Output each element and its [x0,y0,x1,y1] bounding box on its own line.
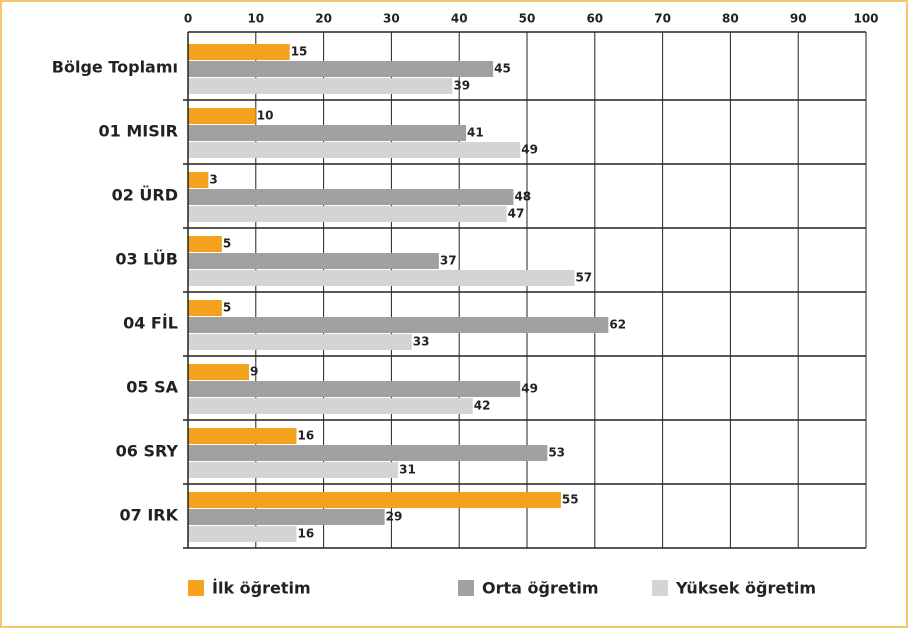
x-tick-label: 80 [722,12,739,26]
bar [188,300,222,316]
category-label: Bölge Toplamı [52,58,178,77]
value-label: 49 [521,382,538,396]
value-label: 10 [257,109,274,123]
bar [188,108,256,124]
value-label: 39 [453,79,470,93]
bar [188,428,297,444]
x-tick-label: 100 [853,12,878,26]
bar [188,398,473,414]
legend-label: İlk öğretim [212,579,311,598]
bar [188,364,250,380]
category-label: 04 FİL [123,314,178,333]
x-tick-label: 90 [790,12,807,26]
bar [188,44,290,60]
value-label: 47 [508,207,525,221]
bar [188,253,439,269]
category-label: 03 LÜB [115,250,178,269]
bar [188,317,609,333]
value-label: 57 [575,271,592,285]
value-label: 41 [467,126,484,140]
bar [188,78,453,94]
category-label: 07 IRK [119,506,178,525]
bar [188,61,494,77]
value-label: 16 [297,527,314,541]
value-label: 45 [494,62,511,76]
value-label: 62 [609,318,626,332]
value-label: 55 [562,493,579,507]
bar [188,142,521,158]
x-tick-label: 20 [315,12,332,26]
value-label: 15 [291,45,308,59]
category-label: 05 SA [126,378,178,397]
legend-swatch [458,580,474,596]
bar [188,526,297,542]
bar [188,462,399,478]
value-label: 33 [413,335,430,349]
value-label: 31 [399,463,416,477]
x-tick-label: 40 [451,12,468,26]
value-label: 16 [297,429,314,443]
legend-label: Orta öğretim [482,579,599,598]
value-label: 5 [223,237,231,251]
value-label: 3 [209,173,217,187]
bar [188,445,548,461]
bar [188,125,466,141]
bar [188,492,561,508]
bar [188,206,507,222]
bar [188,509,385,525]
value-label: 5 [223,301,231,315]
value-label: 29 [386,510,403,524]
value-label: 48 [514,190,531,204]
x-tick-label: 70 [654,12,671,26]
x-tick-label: 10 [247,12,264,26]
category-label: 01 MISIR [98,122,178,141]
bar [188,172,209,188]
legend-swatch [188,580,204,596]
x-tick-label: 60 [586,12,603,26]
legend-label: Yüksek öğretim [675,579,816,598]
x-tick-label: 50 [519,12,536,26]
value-label: 37 [440,254,457,268]
x-tick-label: 0 [184,12,192,26]
legend-swatch [652,580,668,596]
value-label: 42 [474,399,491,413]
category-label: 06 SRY [116,442,179,461]
bar [188,381,521,397]
value-label: 9 [250,365,258,379]
bar [188,189,514,205]
bar [188,270,575,286]
value-label: 49 [521,143,538,157]
bar [188,236,222,252]
category-label: 02 ÜRD [112,186,178,205]
bar [188,334,412,350]
x-tick-label: 30 [383,12,400,26]
value-label: 53 [548,446,565,460]
